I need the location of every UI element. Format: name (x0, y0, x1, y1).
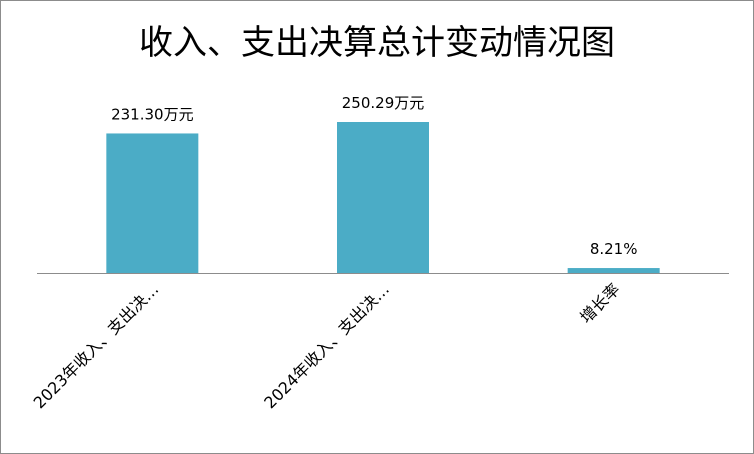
bar-3 (567, 268, 660, 273)
category-label-1: 2023年收入、支出决… (30, 280, 163, 413)
bar-1 (106, 133, 199, 273)
chart-title: 收入、支出决算总计变动情况图 (139, 23, 615, 63)
category-label-2: 2024年收入、支出决… (260, 280, 393, 413)
data-label-1: 231.30万元 (111, 105, 194, 123)
bar-2 (337, 122, 429, 273)
data-label-2: 250.29万元 (342, 94, 425, 112)
category-label-3: 增长率 (576, 280, 623, 327)
data-label-3: 8.21% (590, 240, 638, 258)
